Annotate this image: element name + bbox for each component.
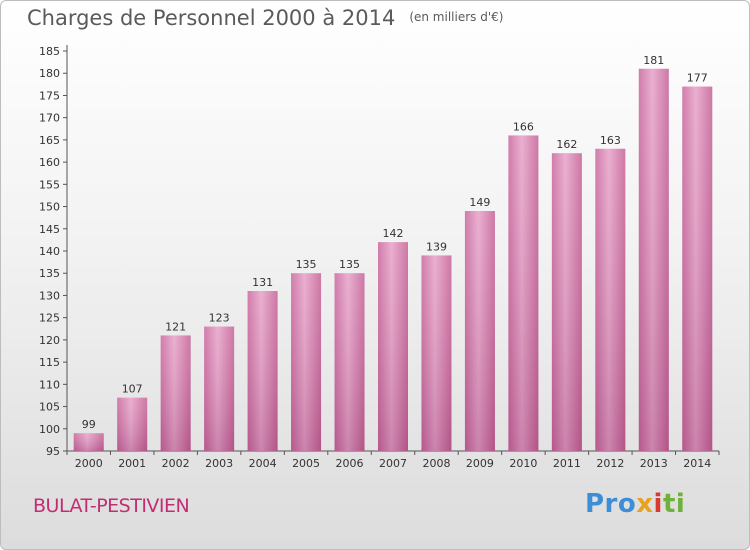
bar-value-label: 162	[556, 138, 577, 151]
x-tick-label: 2003	[205, 457, 233, 470]
bar-value-label: 107	[122, 383, 143, 396]
x-tick-label: 2012	[596, 457, 624, 470]
y-tick-label: 155	[39, 178, 60, 191]
bar-value-label: 121	[165, 320, 186, 333]
bar-value-label: 135	[339, 258, 360, 271]
bar-shade	[638, 68, 669, 452]
commune-name: BULAT-PESTIVIEN	[33, 495, 190, 517]
y-tick-label: 185	[39, 45, 60, 58]
bar-2010: 166	[508, 120, 539, 451]
bar-shade	[160, 335, 191, 451]
bar-value-label: 166	[513, 120, 534, 133]
bar-2003: 123	[204, 312, 235, 451]
bar-value-label: 131	[252, 276, 273, 289]
bar-2006: 135	[334, 258, 365, 451]
y-tick-label: 95	[46, 445, 60, 458]
bar-2011: 162	[551, 138, 582, 451]
y-tick-label: 100	[39, 423, 60, 436]
proxiti-logo: Proxiti	[585, 489, 686, 519]
bar-2014: 177	[682, 72, 713, 452]
bar-2005: 135	[291, 258, 322, 451]
chart-subtitle: (en milliers d'€)	[409, 10, 504, 24]
bar-value-label: 135	[296, 258, 317, 271]
x-tick-label: 2006	[336, 457, 364, 470]
bar-value-label: 99	[82, 418, 96, 431]
bar-2012: 163	[595, 134, 626, 451]
bar-shade	[464, 211, 495, 451]
bar-shade	[204, 326, 235, 451]
bar-2001: 107	[117, 383, 148, 451]
bar-shade	[682, 86, 713, 452]
y-tick-label: 105	[39, 401, 60, 414]
bar-2007: 142	[378, 227, 408, 451]
x-tick-label: 2004	[249, 457, 277, 470]
x-tick-label: 2002	[162, 457, 190, 470]
x-tick-label: 2005	[292, 457, 320, 470]
bar-value-label: 181	[643, 54, 664, 67]
bar-value-label: 163	[600, 134, 621, 147]
bar-shade	[551, 153, 582, 451]
bar-shade	[73, 433, 104, 451]
y-tick-label: 110	[39, 378, 60, 391]
y-tick-label: 115	[39, 356, 60, 369]
bar-2009: 149	[464, 196, 495, 451]
x-tick-label: 2010	[509, 457, 537, 470]
y-tick-label: 135	[39, 267, 60, 280]
x-tick-label: 2008	[422, 457, 450, 470]
bar-shade	[421, 255, 452, 451]
y-tick-label: 125	[39, 312, 60, 325]
y-tick-label: 170	[39, 112, 60, 125]
bar-2013: 181	[638, 54, 669, 452]
bars-group: 99 107 121 123 131 135 135 142 139 149 166 162 163 18…	[73, 54, 713, 452]
bar-value-label: 123	[209, 312, 230, 325]
y-tick-label: 120	[39, 334, 60, 347]
bar-2008: 139	[421, 240, 452, 451]
axes: 95 100 105 110 115 120 125 130 135 140 145 150 155 16…	[39, 45, 720, 470]
bar-shade	[595, 148, 626, 451]
bar-value-label: 149	[469, 196, 490, 209]
x-tick-label: 2000	[75, 457, 103, 470]
bar-shade	[378, 242, 408, 451]
x-tick-label: 2011	[553, 457, 581, 470]
y-tick-label: 145	[39, 223, 60, 236]
bar-value-label: 177	[687, 72, 708, 85]
y-tick-label: 130	[39, 289, 60, 302]
x-tick-label: 2014	[683, 457, 711, 470]
y-tick-label: 150	[39, 201, 60, 214]
y-tick-label: 165	[39, 134, 60, 147]
chart-title: Charges de Personnel 2000 à 2014 (en mill…	[27, 6, 503, 30]
bar-value-label: 142	[383, 227, 404, 240]
bar-value-label: 139	[426, 240, 447, 253]
bar-shade	[247, 291, 278, 451]
x-tick-label: 2007	[379, 457, 407, 470]
x-tick-label: 2013	[640, 457, 668, 470]
y-tick-label: 180	[39, 67, 60, 80]
bar-2000: 99	[73, 418, 104, 451]
bar-shade	[291, 273, 322, 451]
y-tick-label: 160	[39, 156, 60, 169]
chart-title-text: Charges de Personnel 2000 à 2014	[27, 6, 396, 30]
bar-shade	[334, 273, 365, 451]
bar-2002: 121	[160, 320, 191, 451]
bar-shade	[508, 135, 539, 451]
y-tick-label: 140	[39, 245, 60, 258]
bar-2004: 131	[247, 276, 278, 451]
bar-shade	[117, 397, 148, 451]
x-tick-label: 2001	[118, 457, 146, 470]
x-tick-label: 2009	[466, 457, 494, 470]
y-tick-label: 175	[39, 89, 60, 102]
